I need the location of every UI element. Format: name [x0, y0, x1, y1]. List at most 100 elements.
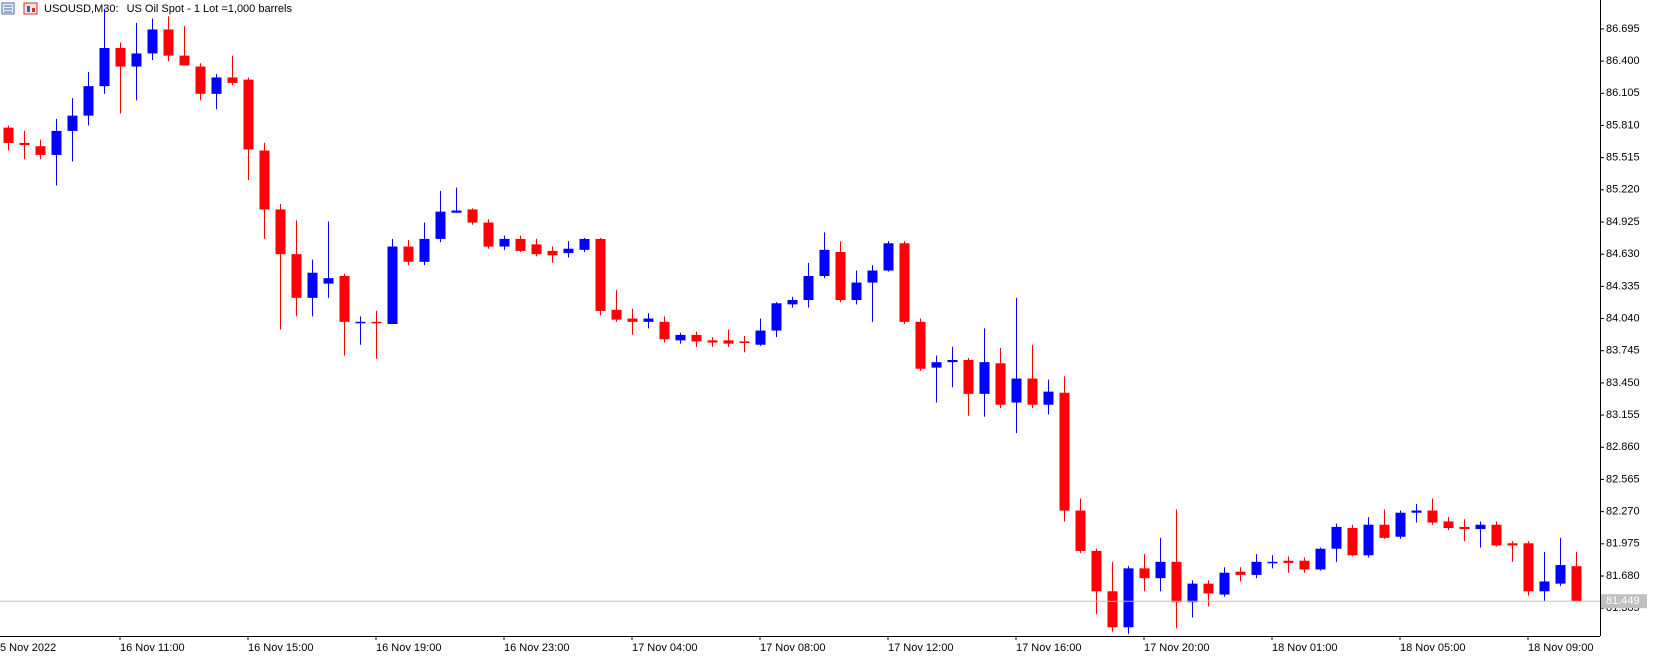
x-tick-label: 16 Nov 15:00 — [248, 642, 313, 654]
candle-body — [979, 362, 990, 394]
candle-body — [211, 77, 222, 94]
candle-body — [195, 66, 206, 94]
candle-body — [915, 321, 926, 369]
candle-body — [1507, 543, 1518, 546]
candle-body — [883, 243, 894, 271]
y-tick-label: 82.565 — [1606, 473, 1640, 485]
candle-body — [1123, 568, 1134, 628]
candle-body — [995, 363, 1006, 405]
candle-body — [963, 360, 974, 394]
y-tick-label: 83.450 — [1606, 377, 1640, 389]
candle-body — [1427, 510, 1438, 523]
candle-body — [1459, 526, 1470, 530]
candle-body — [19, 142, 30, 146]
candle-body — [435, 211, 446, 239]
candle-body — [307, 272, 318, 298]
x-tick-label: 18 Nov 05:00 — [1400, 642, 1465, 654]
candle-body — [291, 254, 302, 298]
candle-body — [51, 130, 62, 155]
candle-body — [643, 318, 654, 322]
candle-body — [483, 222, 494, 247]
y-tick-label: 81.680 — [1606, 570, 1640, 582]
y-tick-label: 84.630 — [1606, 248, 1640, 260]
candle-body — [531, 244, 542, 255]
candle-body — [1331, 526, 1342, 549]
candle-body — [179, 55, 190, 66]
current-price-label: 81.449 — [1606, 595, 1640, 607]
candle-body — [1443, 521, 1454, 528]
candle-body — [339, 276, 350, 322]
candle-body — [931, 362, 942, 368]
candle-body — [1363, 524, 1374, 556]
y-tick-label: 83.745 — [1606, 345, 1640, 357]
chart-icon — [23, 2, 38, 15]
candle-body — [227, 77, 238, 83]
candle-body — [1395, 512, 1406, 537]
candle-body — [691, 334, 702, 342]
current-price-box — [1601, 594, 1647, 609]
candle-body — [723, 340, 734, 344]
candle-body — [1283, 560, 1294, 563]
candle-body — [99, 48, 110, 87]
candle-body — [835, 252, 846, 300]
candle-body — [1379, 524, 1390, 538]
candle-body — [1491, 524, 1502, 546]
candle-body — [1043, 391, 1054, 405]
candle-body — [1539, 581, 1550, 592]
candle-body — [387, 246, 398, 324]
candle-body — [323, 278, 334, 284]
candle-body — [1475, 524, 1486, 530]
candle-body — [1107, 591, 1118, 628]
x-tick-label: 18 Nov 09:00 — [1528, 642, 1593, 654]
description: US Oil Spot - 1 Lot =1,000 barrels — [127, 3, 293, 15]
candle-body — [739, 341, 750, 343]
candle-body — [1315, 548, 1326, 570]
candle-body — [1235, 571, 1246, 575]
candle-body — [1139, 568, 1150, 579]
candle-body — [1171, 561, 1182, 603]
x-tick-label: 17 Nov 04:00 — [632, 642, 697, 654]
candle-body — [451, 210, 462, 213]
candle-body — [1027, 378, 1038, 405]
candle-body — [547, 250, 558, 256]
candle-body — [1299, 560, 1310, 570]
candle-body — [371, 321, 382, 324]
candle-body — [419, 238, 430, 262]
candle-body — [403, 246, 414, 262]
candle-body — [851, 282, 862, 300]
candle-body — [275, 209, 286, 255]
candle-body — [1267, 561, 1278, 564]
candle-body — [1155, 561, 1166, 579]
y-tick-label: 85.220 — [1606, 184, 1640, 196]
candle-body — [1347, 528, 1358, 556]
candle-body — [611, 309, 622, 320]
candle-body — [1411, 510, 1422, 513]
candle-body — [1075, 510, 1086, 551]
candle-body — [467, 209, 478, 223]
candle-body — [499, 238, 510, 247]
candle-body — [1011, 378, 1022, 403]
candle-body — [707, 340, 718, 343]
y-tick-label: 86.400 — [1606, 55, 1640, 67]
candle-body — [867, 270, 878, 283]
candle-body — [1571, 566, 1582, 602]
y-tick-label: 82.270 — [1606, 506, 1640, 518]
y-tick-label: 82.860 — [1606, 441, 1640, 453]
candle-body — [659, 321, 670, 340]
candle-body — [675, 334, 686, 341]
candle-body — [243, 79, 254, 150]
candle-body — [627, 318, 638, 322]
candle-body — [771, 303, 782, 331]
candle-body — [595, 238, 606, 311]
candle-body — [355, 321, 366, 324]
y-tick-label: 84.040 — [1606, 312, 1640, 324]
candle-body — [3, 127, 14, 143]
candle-body — [755, 330, 766, 345]
x-tick-label: 17 Nov 12:00 — [888, 642, 953, 654]
candle-body — [1203, 583, 1214, 594]
y-tick-label: 85.810 — [1606, 119, 1640, 131]
candle-body — [579, 238, 590, 250]
candle-body — [259, 150, 270, 210]
